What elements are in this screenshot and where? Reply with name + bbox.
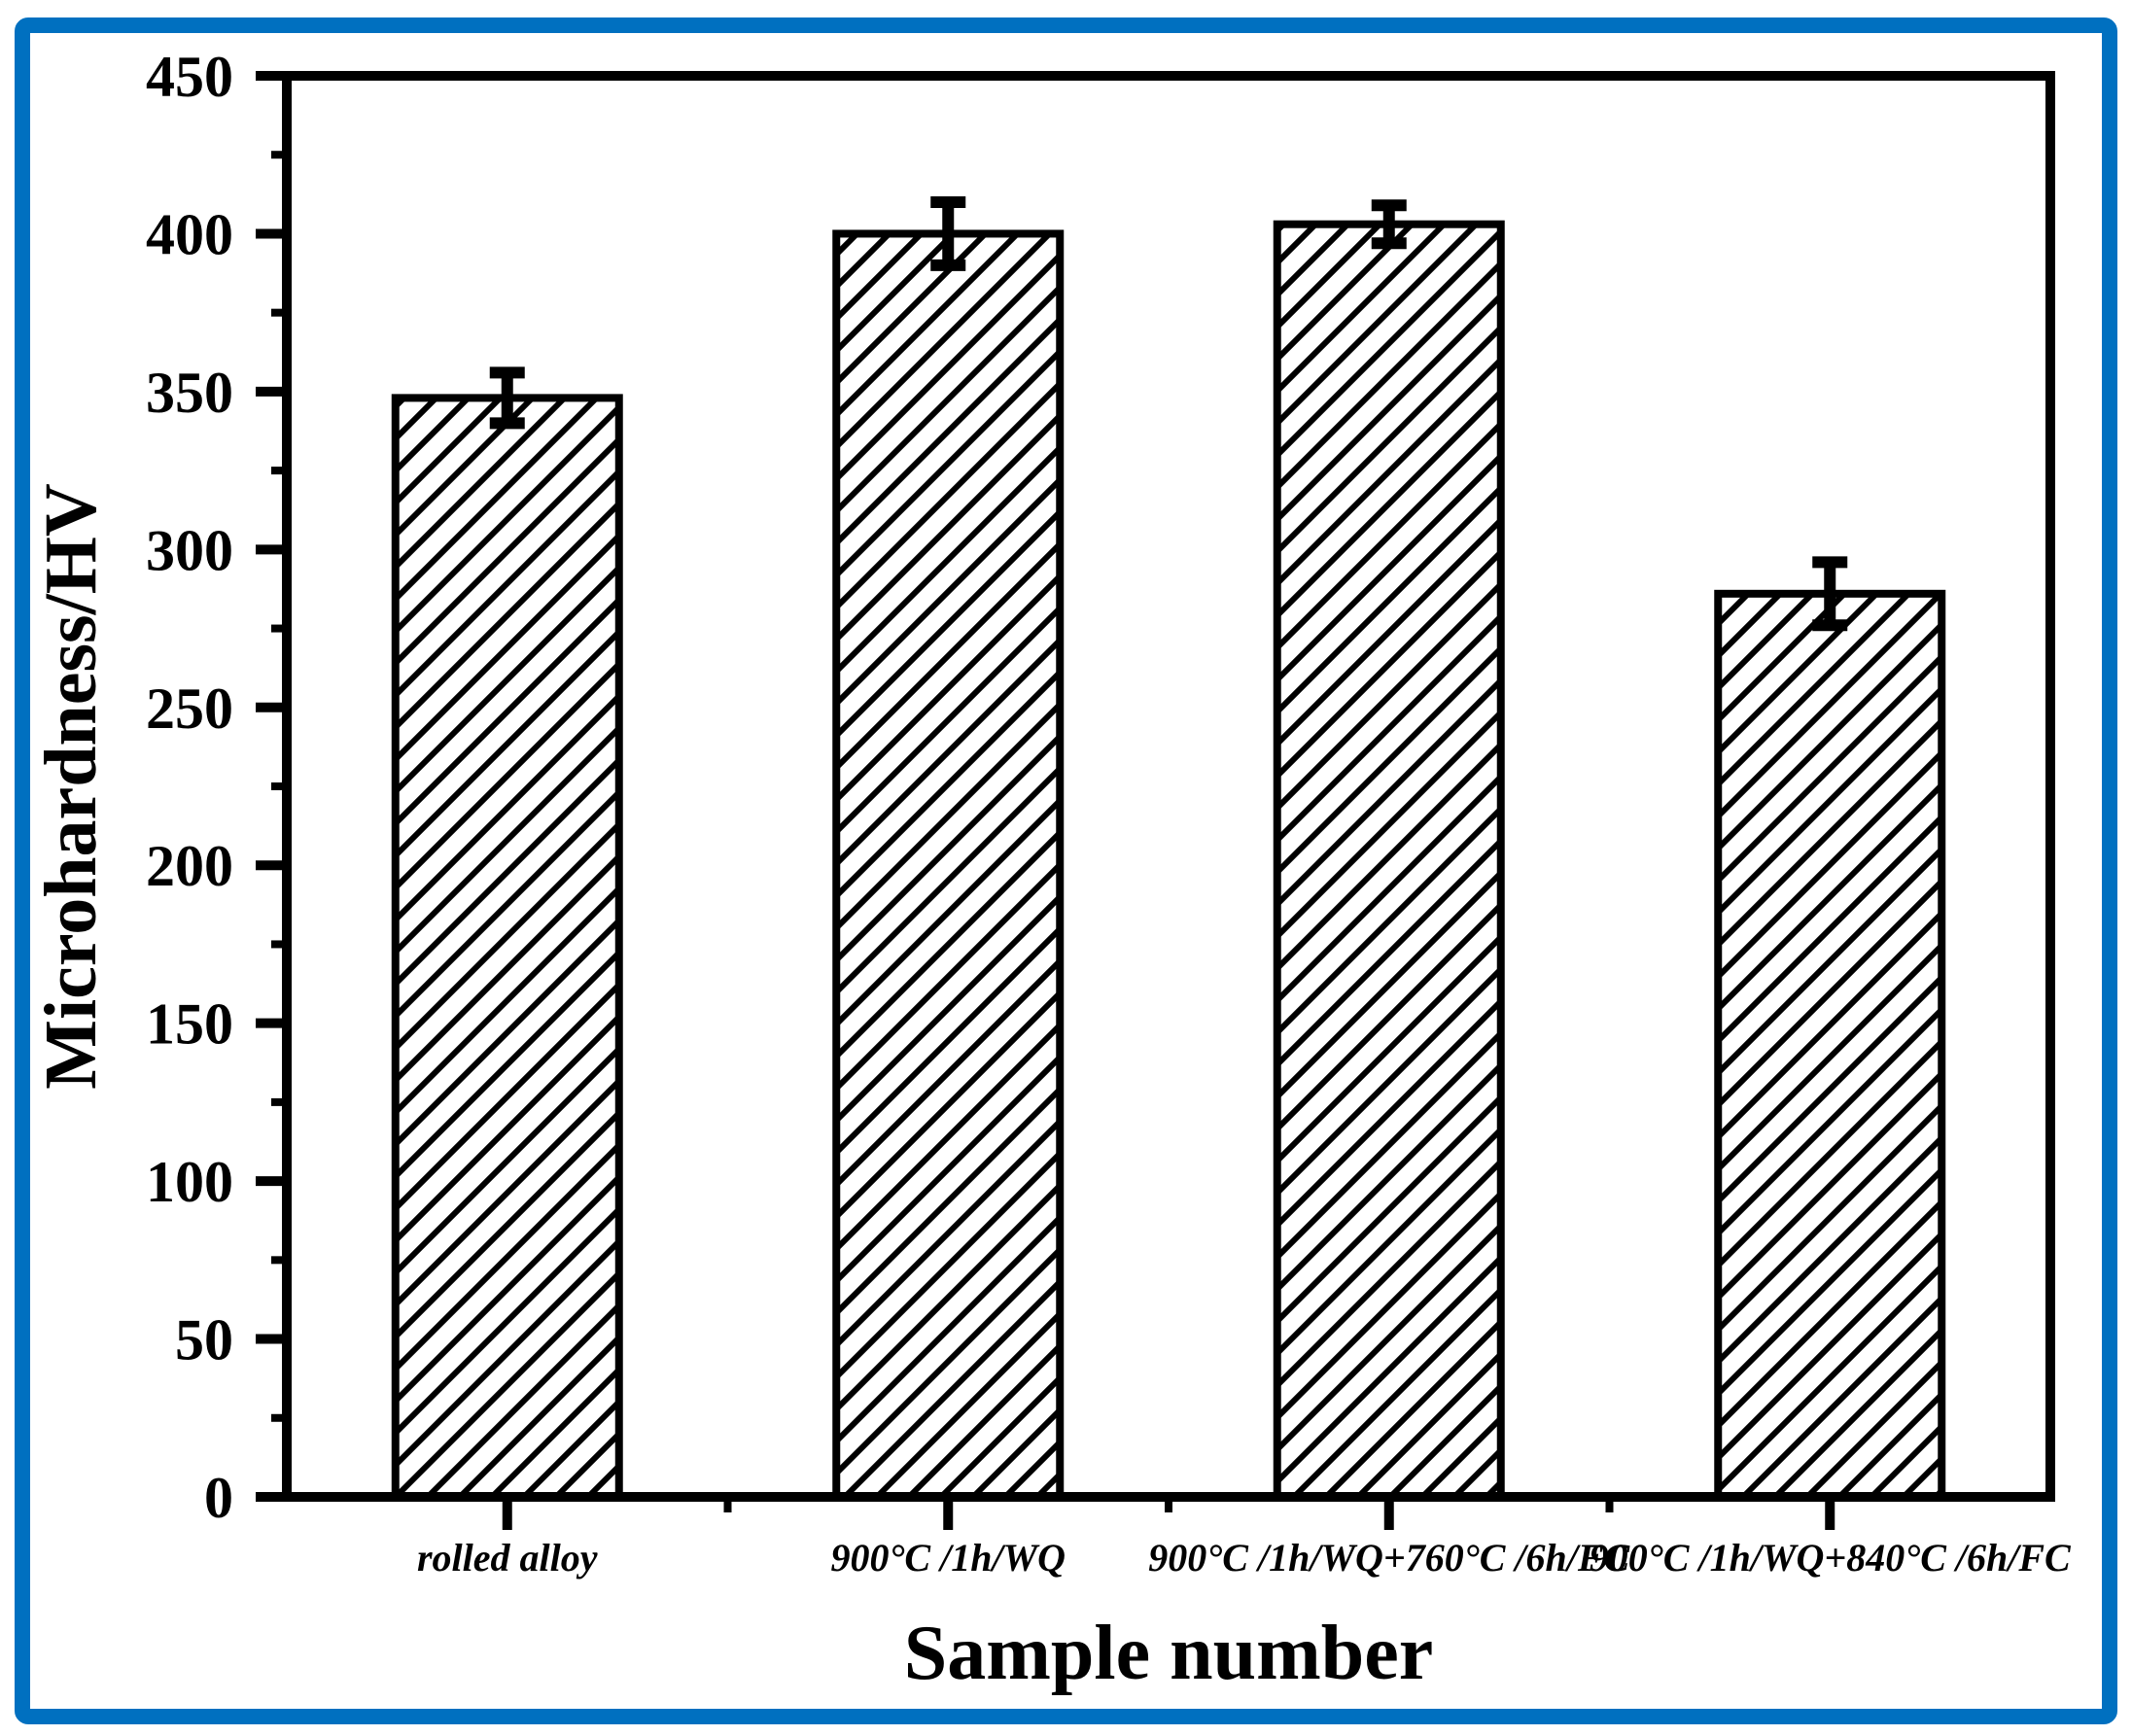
bars-group (391, 220, 1946, 1502)
x-tick-label: rolled alloy (417, 1536, 598, 1580)
y-tick-label: 450 (146, 45, 233, 109)
figure-border (15, 17, 2117, 1724)
y-axis-title: Microhardness/HV (30, 483, 112, 1090)
y-tick-label: 250 (146, 677, 233, 741)
ticks-group (256, 71, 1835, 1530)
x-axis-title: Sample number (904, 1611, 1434, 1696)
x-tick-label: 900°C /1h/WQ (830, 1536, 1066, 1580)
y-tick-label: 400 (146, 202, 233, 266)
bar (1714, 589, 1946, 1501)
y-tick-label: 350 (146, 361, 233, 425)
y-tick-label: 0 (204, 1466, 233, 1530)
tick-labels-group: rolled alloy 900°C /1h/WQ 900°C /1h/WQ+760… (146, 45, 2072, 1580)
bar (832, 229, 1065, 1501)
bar (1273, 220, 1505, 1502)
x-tick-label: 900°C /1h/WQ+840°C /6h/FC (1590, 1536, 2072, 1580)
y-tick-label: 100 (146, 1150, 233, 1214)
x-tick-label: 900°C /1h/WQ+760°C /6h/FC (1148, 1536, 1630, 1580)
bar (391, 394, 623, 1501)
y-tick-label: 150 (146, 992, 233, 1057)
y-tick-label: 200 (146, 834, 233, 898)
error-bars-group (489, 195, 1848, 632)
y-tick-label: 50 (175, 1308, 233, 1372)
y-tick-label: 300 (146, 518, 233, 582)
